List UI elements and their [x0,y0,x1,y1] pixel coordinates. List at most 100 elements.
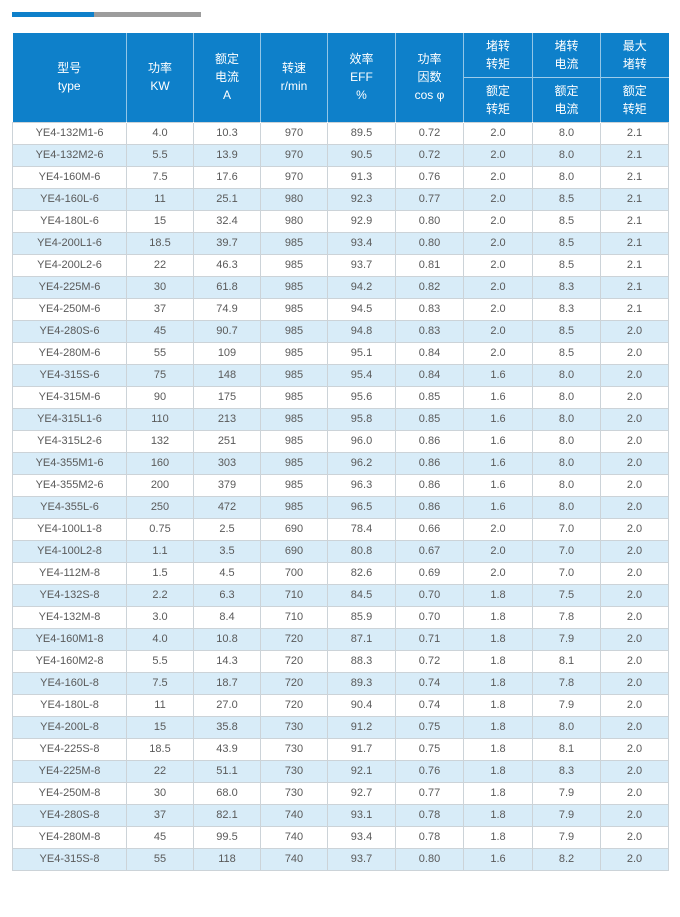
value-cell: 160 [126,451,194,475]
value-cell: 8.1 [532,649,601,673]
value-cell: 2.2 [126,583,194,607]
value-cell: 2.0 [600,759,669,783]
table-row: YE4-100L2-8 1.1 3.5 690 80.8 0.67 2.0 7.0 2.0 [12,539,669,563]
value-cell: 5.5 [126,649,194,673]
value-cell: 2.0 [463,165,533,189]
table-row: YE4-180L-6 15 32.4 980 92.9 0.80 2.0 8.5 2.1 [12,209,669,233]
value-cell: 175 [193,385,261,409]
value-cell: 2.0 [600,671,669,695]
value-cell: 2.0 [463,209,533,233]
model-cell: YE4-225S-8 [12,737,127,761]
value-cell: 2.0 [600,693,669,717]
value-cell: 82.6 [327,561,396,585]
value-cell: 90.4 [327,693,396,717]
value-cell: 8.5 [532,231,601,255]
value-cell: 37 [126,803,194,827]
value-cell: 132 [126,429,194,453]
value-cell: 740 [260,803,328,827]
value-cell: 2.0 [600,715,669,739]
table-row: YE4-100L1-8 0.75 2.5 690 78.4 0.66 2.0 7.0 2.0 [12,517,669,541]
value-cell: 2.1 [600,165,669,189]
col-header-locked-rotor-torque-bottom: 额定 转矩 [463,76,533,122]
value-cell: 730 [260,759,328,783]
value-cell: 980 [260,209,328,233]
value-cell: 95.6 [327,385,396,409]
value-cell: 1.8 [463,605,533,629]
value-cell: 2.0 [463,143,533,167]
value-cell: 1.8 [463,671,533,695]
model-cell: YE4-100L2-8 [12,539,127,563]
model-cell: YE4-160M1-8 [12,627,127,651]
value-cell: 0.74 [395,671,464,695]
value-cell: 2.0 [463,275,533,299]
value-cell: 0.71 [395,627,464,651]
col-header-locked-rotor-current-bottom: 额定 电流 [532,76,601,122]
table-row: YE4-225S-8 18.5 43.9 730 91.7 0.75 1.8 8.1 2.0 [12,737,669,761]
value-cell: 2.1 [600,143,669,167]
table-row: YE4-280S-6 45 90.7 985 94.8 0.83 2.0 8.5 2.0 [12,319,669,343]
col-header-efficiency: 效率 EFF % [327,33,396,122]
value-cell: 88.3 [327,649,396,673]
value-cell: 87.1 [327,627,396,651]
value-cell: 8.3 [532,759,601,783]
model-cell: YE4-225M-8 [12,759,127,783]
value-cell: 13.9 [193,143,261,167]
value-cell: 2.0 [600,737,669,761]
value-cell: 30 [126,781,194,805]
table-row: YE4-280M-6 55 109 985 95.1 0.84 2.0 8.5 2.0 [12,341,669,365]
value-cell: 8.5 [532,187,601,211]
col-header-max-torque-bottom: 额定 转矩 [600,76,669,122]
value-cell: 75 [126,363,194,387]
value-cell: 51.1 [193,759,261,783]
spec-table-header: 型号 type 功率 KW 额定 电流 A 转速 r/min 效率 EFF % … [12,33,669,122]
value-cell: 32.4 [193,209,261,233]
value-cell: 1.8 [463,627,533,651]
value-cell: 11 [126,187,194,211]
value-cell: 27.0 [193,693,261,717]
value-cell: 7.5 [126,671,194,695]
value-cell: 0.84 [395,341,464,365]
value-cell: 8.3 [532,297,601,321]
value-cell: 1.6 [463,407,533,431]
value-cell: 720 [260,671,328,695]
value-cell: 8.0 [532,407,601,431]
table-row: YE4-200L2-6 22 46.3 985 93.7 0.81 2.0 8.5 2.1 [12,253,669,277]
value-cell: 7.9 [532,627,601,651]
value-cell: 0.72 [395,121,464,145]
value-cell: 55 [126,341,194,365]
value-cell: 1.6 [463,363,533,387]
table-row: YE4-160M2-8 5.5 14.3 720 88.3 0.72 1.8 8.1 2.0 [12,649,669,673]
value-cell: 985 [260,451,328,475]
model-cell: YE4-315S-6 [12,363,127,387]
value-cell: 118 [193,847,261,871]
table-row: YE4-160M-6 7.5 17.6 970 91.3 0.76 2.0 8.0 2.1 [12,165,669,189]
value-cell: 89.5 [327,121,396,145]
value-cell: 2.0 [600,803,669,827]
value-cell: 2.1 [600,209,669,233]
value-cell: 2.0 [600,539,669,563]
value-cell: 45 [126,319,194,343]
value-cell: 8.3 [532,275,601,299]
value-cell: 8.0 [532,121,601,145]
value-cell: 8.0 [532,165,601,189]
value-cell: 1.6 [463,495,533,519]
value-cell: 46.3 [193,253,261,277]
model-cell: YE4-200L-8 [12,715,127,739]
value-cell: 78.4 [327,517,396,541]
value-cell: 2.0 [463,121,533,145]
value-cell: 250 [126,495,194,519]
table-row: YE4-112M-8 1.5 4.5 700 82.6 0.69 2.0 7.0 2.0 [12,561,669,585]
model-cell: YE4-315L1-6 [12,407,127,431]
value-cell: 18.5 [126,231,194,255]
value-cell: 970 [260,121,328,145]
table-row: YE4-250M-6 37 74.9 985 94.5 0.83 2.0 8.3 2.1 [12,297,669,321]
value-cell: 2.1 [600,231,669,255]
value-cell: 2.0 [463,517,533,541]
value-cell: 0.67 [395,539,464,563]
table-row: YE4-132M-8 3.0 8.4 710 85.9 0.70 1.8 7.8 2.0 [12,605,669,629]
value-cell: 2.0 [600,341,669,365]
model-cell: YE4-280S-6 [12,319,127,343]
value-cell: 2.0 [600,473,669,497]
table-row: YE4-355L-6 250 472 985 96.5 0.86 1.6 8.0 2.0 [12,495,669,519]
value-cell: 17.6 [193,165,261,189]
